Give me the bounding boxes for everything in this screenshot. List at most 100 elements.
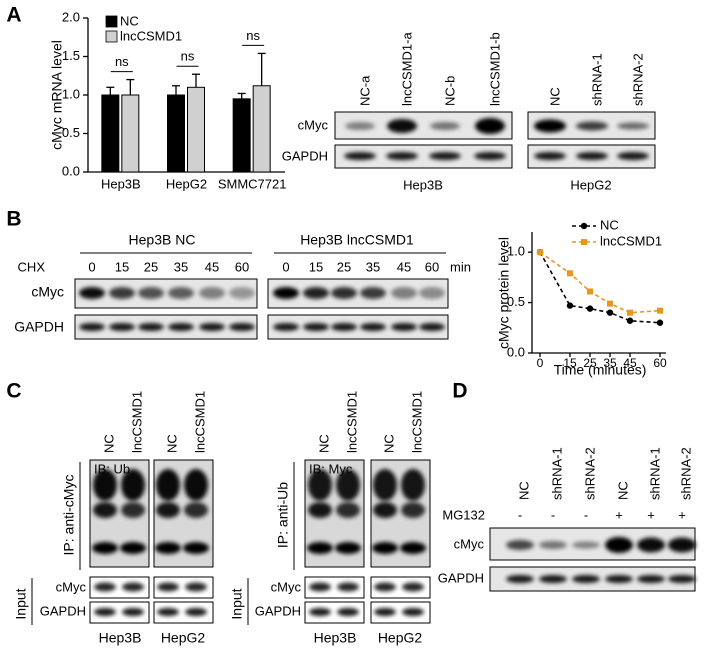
unit-label: min bbox=[450, 259, 471, 274]
time-label: 35 bbox=[366, 259, 380, 274]
ip-label: IP: anti-cMyc bbox=[61, 475, 77, 556]
lane-label: shRNA-2 bbox=[630, 53, 645, 106]
lane-label: NC bbox=[381, 434, 396, 453]
panel-letter: C bbox=[6, 380, 21, 403]
y-tick-label: 0.5 bbox=[507, 294, 525, 309]
lane-label: lncCSMD1-a bbox=[399, 32, 414, 106]
lane-label: shRNA-2 bbox=[678, 447, 693, 500]
time-label: 45 bbox=[205, 259, 219, 274]
blot-band bbox=[303, 287, 329, 299]
blot-band bbox=[303, 323, 329, 331]
blot-band bbox=[345, 122, 375, 130]
blot-band bbox=[360, 287, 386, 299]
blot-band bbox=[373, 502, 397, 518]
lane-label: shRNA-2 bbox=[582, 447, 597, 500]
point bbox=[567, 270, 573, 277]
blot-band bbox=[617, 152, 649, 160]
blot-band bbox=[374, 608, 396, 616]
point bbox=[537, 249, 543, 256]
blot-band bbox=[308, 502, 332, 518]
blot-frame bbox=[370, 576, 431, 599]
blot-band bbox=[605, 537, 633, 553]
point bbox=[627, 309, 633, 316]
lane-label: NC bbox=[316, 434, 331, 453]
row-label: GAPDH bbox=[40, 603, 86, 618]
x-tick-label: SMMC7721 bbox=[218, 176, 287, 191]
blot-band bbox=[429, 152, 461, 160]
x-tick-label: 45 bbox=[623, 356, 637, 370]
bar bbox=[167, 94, 185, 173]
ip-label: IP: anti-Ub bbox=[275, 482, 291, 548]
blot-band bbox=[331, 287, 357, 299]
bar bbox=[232, 98, 251, 173]
blot-band bbox=[308, 469, 332, 501]
point bbox=[607, 300, 613, 307]
blot-band bbox=[138, 323, 164, 331]
blot-band bbox=[539, 541, 567, 549]
annotation: ns bbox=[115, 54, 129, 69]
group-label: Hep3B NC bbox=[129, 232, 196, 248]
treatment-label: CHX bbox=[18, 259, 46, 274]
blot-band bbox=[605, 575, 633, 583]
blot-band bbox=[184, 469, 208, 501]
blot-band bbox=[185, 582, 207, 592]
blot-band bbox=[138, 287, 164, 299]
ib-label: IB: Myc bbox=[309, 461, 353, 476]
row-label: cMyc bbox=[271, 579, 302, 594]
blot-band bbox=[668, 575, 696, 583]
x-axis-label: Time (minutes) bbox=[554, 362, 647, 378]
blot-band bbox=[157, 608, 179, 616]
blot-band bbox=[156, 469, 180, 501]
blot-band bbox=[199, 287, 225, 299]
cell-label: Hep3B bbox=[314, 630, 357, 646]
blot-frame bbox=[74, 278, 258, 309]
row-label: GAPDH bbox=[255, 603, 301, 618]
point bbox=[587, 288, 593, 295]
blot-band bbox=[391, 287, 417, 299]
time-label: 15 bbox=[115, 259, 129, 274]
x-tick-label: HepG2 bbox=[166, 176, 207, 191]
blot-band bbox=[307, 542, 333, 554]
legend-swatch bbox=[105, 15, 118, 28]
time-label: 45 bbox=[397, 259, 411, 274]
blot-band bbox=[273, 323, 299, 331]
group-label: Hep3B lncCSMD1 bbox=[300, 232, 414, 248]
blot-band bbox=[402, 582, 424, 592]
lane-label: NC bbox=[516, 481, 531, 500]
blot-band bbox=[168, 287, 194, 299]
sign-label: - bbox=[584, 507, 588, 522]
legend-label: NC bbox=[600, 217, 619, 232]
lane-label: lncCSMD1 bbox=[409, 391, 424, 453]
blot-frame bbox=[89, 601, 150, 624]
blot-band bbox=[273, 287, 299, 299]
blot-band bbox=[93, 502, 117, 518]
blot-band bbox=[122, 608, 144, 616]
blot-band bbox=[419, 287, 445, 299]
treatment-label: MG132 bbox=[442, 507, 485, 522]
blot-frame bbox=[74, 314, 258, 340]
x-tick-label: 0 bbox=[537, 356, 544, 370]
row-label: GAPDH bbox=[14, 319, 64, 335]
blot-band bbox=[337, 582, 359, 592]
time-label: 60 bbox=[235, 259, 249, 274]
sign-label: - bbox=[518, 507, 522, 522]
blot-band bbox=[336, 502, 360, 518]
blot-band bbox=[534, 152, 566, 160]
sign-label: + bbox=[678, 507, 686, 522]
blot-band bbox=[344, 152, 376, 160]
blot-band bbox=[184, 502, 208, 518]
blot-band bbox=[401, 469, 425, 501]
bar bbox=[252, 85, 271, 173]
blot-band bbox=[400, 542, 426, 554]
blot-band bbox=[93, 469, 117, 501]
y-tick-label: 2.0 bbox=[62, 9, 80, 24]
blot-band bbox=[534, 119, 566, 133]
blot-band bbox=[539, 575, 567, 583]
blot-band bbox=[109, 323, 135, 331]
blot-band bbox=[401, 502, 425, 518]
blot-band bbox=[121, 469, 145, 501]
blot-band bbox=[391, 323, 417, 331]
y-tick-label: 0.0 bbox=[62, 163, 80, 178]
blot-band bbox=[506, 575, 534, 583]
